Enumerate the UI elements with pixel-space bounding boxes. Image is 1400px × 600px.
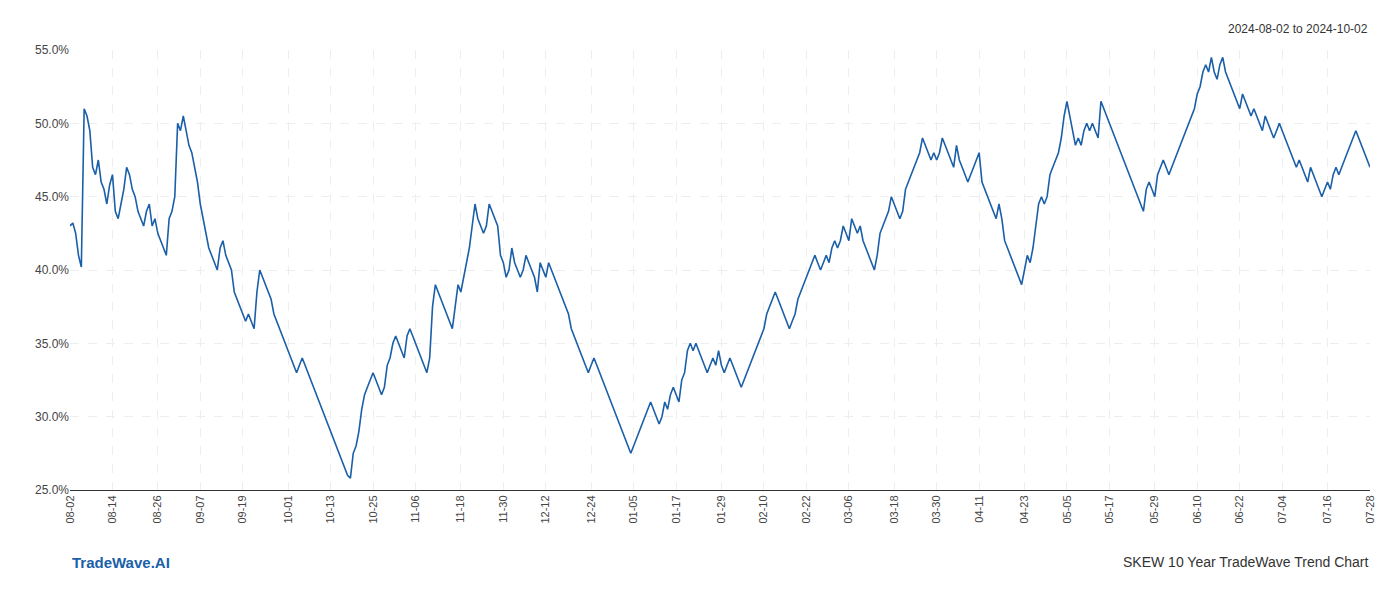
svg-text:01-17: 01-17: [670, 495, 682, 523]
svg-text:06-10: 06-10: [1191, 495, 1203, 523]
svg-text:10-25: 10-25: [367, 495, 379, 523]
svg-text:SKEW 10 Year TradeWave Trend C: SKEW 10 Year TradeWave Trend Chart: [1123, 554, 1368, 570]
svg-text:11-06: 11-06: [409, 495, 421, 522]
svg-text:50.0%: 50.0%: [35, 117, 69, 131]
svg-text:10-01: 10-01: [282, 495, 294, 523]
svg-text:03-30: 03-30: [930, 495, 942, 523]
svg-text:04-23: 04-23: [1018, 495, 1030, 523]
svg-text:55.0%: 55.0%: [35, 43, 69, 57]
svg-text:07-04: 07-04: [1276, 495, 1288, 523]
svg-text:10-13: 10-13: [324, 495, 336, 523]
svg-text:05-17: 05-17: [1103, 495, 1115, 523]
svg-text:12-12: 12-12: [539, 495, 551, 523]
svg-text:45.0%: 45.0%: [35, 190, 69, 204]
svg-text:07-16: 07-16: [1321, 495, 1333, 523]
svg-text:35.0%: 35.0%: [35, 337, 69, 351]
svg-text:09-19: 09-19: [236, 495, 248, 523]
svg-text:2024-08-02 to 2024-10-02: 2024-08-02 to 2024-10-02: [1228, 22, 1368, 36]
svg-text:11-18: 11-18: [454, 495, 466, 522]
svg-text:04-11: 04-11: [973, 495, 985, 522]
svg-text:02-10: 02-10: [757, 495, 769, 523]
svg-text:30.0%: 30.0%: [35, 410, 69, 424]
svg-text:03-18: 03-18: [888, 495, 900, 523]
svg-text:03-06: 03-06: [842, 495, 854, 523]
svg-text:05-29: 05-29: [1148, 495, 1160, 523]
svg-text:09-07: 09-07: [194, 495, 206, 523]
svg-text:02-22: 02-22: [800, 495, 812, 523]
svg-text:01-05: 01-05: [627, 495, 639, 523]
svg-text:08-02: 08-02: [64, 495, 76, 523]
svg-text:06-22: 06-22: [1233, 495, 1245, 523]
svg-text:08-14: 08-14: [106, 495, 118, 523]
svg-text:01-29: 01-29: [715, 495, 727, 523]
svg-text:25.0%: 25.0%: [35, 483, 69, 497]
svg-text:TradeWave.AI: TradeWave.AI: [72, 554, 170, 571]
svg-text:07-28: 07-28: [1364, 495, 1376, 523]
svg-text:11-30: 11-30: [497, 495, 509, 522]
svg-text:40.0%: 40.0%: [35, 263, 69, 277]
svg-text:05-05: 05-05: [1061, 495, 1073, 523]
svg-text:12-24: 12-24: [585, 495, 597, 523]
svg-text:08-26: 08-26: [151, 495, 163, 523]
